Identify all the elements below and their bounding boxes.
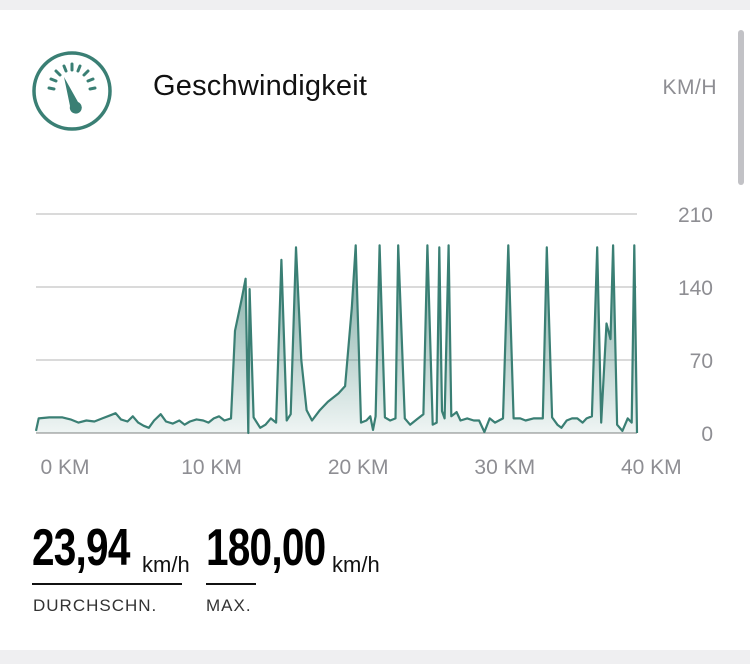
average-speed-unit: km/h: [142, 552, 190, 577]
bottom-strip: [0, 652, 750, 664]
x-tick-label: 0 KM: [40, 456, 89, 479]
y-tick-label: 140: [678, 277, 713, 300]
x-tick-label: 20 KM: [328, 456, 389, 479]
x-tick-label: 10 KM: [181, 456, 242, 479]
speed-chart: 0 70 140 210 0 KM 10 KM 20 KM 30 KM 40 KM: [34, 204, 713, 479]
speedometer-icon: [32, 51, 112, 131]
average-underline: [32, 583, 182, 585]
x-tick-label: 30 KM: [474, 456, 535, 479]
max-speed-unit: km/h: [332, 552, 380, 577]
speed-card: Geschwindigkeit KM/H: [0, 10, 750, 650]
scrollbar[interactable]: [738, 30, 744, 185]
y-tick-label: 70: [690, 350, 713, 373]
average-speed-value: 23,94: [32, 519, 130, 577]
average-label: DURCHSCHN.: [33, 596, 158, 615]
max-speed-value: 180,00: [206, 519, 326, 577]
y-tick-label: 210: [678, 204, 713, 227]
speed-line: [34, 244, 639, 435]
card-title: Geschwindigkeit: [153, 70, 368, 102]
y-tick-label: 0: [701, 423, 713, 446]
x-tick-label: 40 KM: [621, 456, 682, 479]
unit-label: KM/H: [662, 76, 717, 99]
max-label: MAX.: [206, 596, 252, 615]
max-underline: [206, 583, 256, 585]
